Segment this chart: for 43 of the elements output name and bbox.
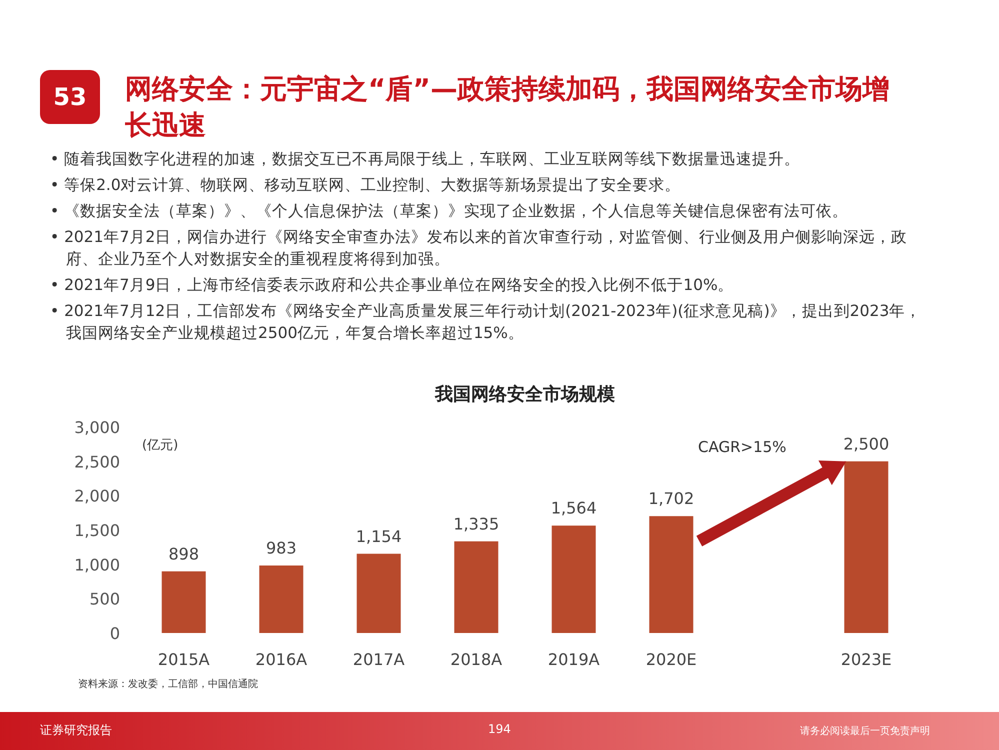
text: • 等保2.0对云计算、物联网、移动互联网、工业控制、大数据等新场景提出了安全要求。 (50, 175, 682, 196)
x-tick-label: 2015A (158, 650, 210, 669)
text: 证券研究报告 (40, 722, 112, 739)
annotation: CAGR>15% (698, 438, 786, 456)
data-label: 1,335 (453, 514, 500, 534)
text: 请务必阅读最后一页免责声明 (800, 724, 930, 738)
y-tick-label: 1,000 (74, 555, 120, 574)
y-tick-label: 2,500 (74, 452, 120, 472)
y-axis-title: (亿元) (142, 438, 178, 453)
text: 资料来源：发改委，工信部，中国信通院 (78, 678, 258, 691)
y-tick-label: 1,500 (74, 521, 120, 540)
x-tick-label: 2016A (255, 650, 308, 669)
bar (356, 554, 401, 633)
x-tick-label: 2020E (646, 650, 697, 669)
text: • 2021年7月9日，上海市经信委表示政府和公共企事业单位在网络安全的投入比例不低于10%。 (50, 275, 735, 296)
text: 网络安全：元宇宙之“盾”—政策持续加码，我国网络安全市场增长迅速 (125, 73, 890, 143)
data-label: 983 (266, 538, 297, 558)
bar (162, 571, 206, 633)
text: 53 (40, 70, 100, 124)
chart-title: 我国网络安全市场规模 (434, 384, 615, 405)
data-label: 1,564 (550, 498, 597, 518)
bar (649, 516, 694, 633)
y-tick-label: 500 (89, 590, 120, 609)
x-tick-label: 2023E (840, 650, 892, 669)
text: • 2021年7月12日，工信部发布《网络安全产业高质量发展三年行动计划(2021-2023年)(征求意见稿)》，提出到2023年，我国网络安全产业规模超过2500亿元，年复合增长率超过15%。 (50, 301, 922, 344)
data-label: 1,702 (648, 489, 694, 508)
data-label: 898 (168, 544, 200, 564)
text: • 随着我国数字化进程的加速，数据交互已不再局限于线上，车联网、工业互联网等线下数据量迅速提升。 (50, 149, 802, 170)
x-tick-label: 2017A (352, 650, 405, 669)
text: • 《数据安全法（草案）》、《个人信息保护法（草案）》实现了企业数据，个人信息等关键信息保密有法可依。 (50, 201, 850, 222)
x-tick-label: 2019A (548, 650, 600, 669)
bar (844, 461, 888, 633)
y-tick-label: 2,000 (74, 486, 120, 506)
text: 194 (488, 722, 511, 736)
bar (552, 526, 596, 633)
text: • 2021年7月2日，网信办进行《网络安全审查办法》发布以来的首次审查行动，对监管侧、行业侧及用户侧影响深远，政府、企业乃至个人对数据安全的重视程度将得到加强。 (50, 227, 908, 270)
data-label: 1,154 (356, 526, 402, 546)
y-tick-label: 3,000 (74, 418, 120, 437)
data-label: 2,500 (843, 434, 890, 454)
y-tick-label: 0 (110, 624, 120, 643)
bar (454, 541, 498, 633)
x-tick-label: 2018A (450, 650, 502, 669)
bar (259, 566, 304, 633)
